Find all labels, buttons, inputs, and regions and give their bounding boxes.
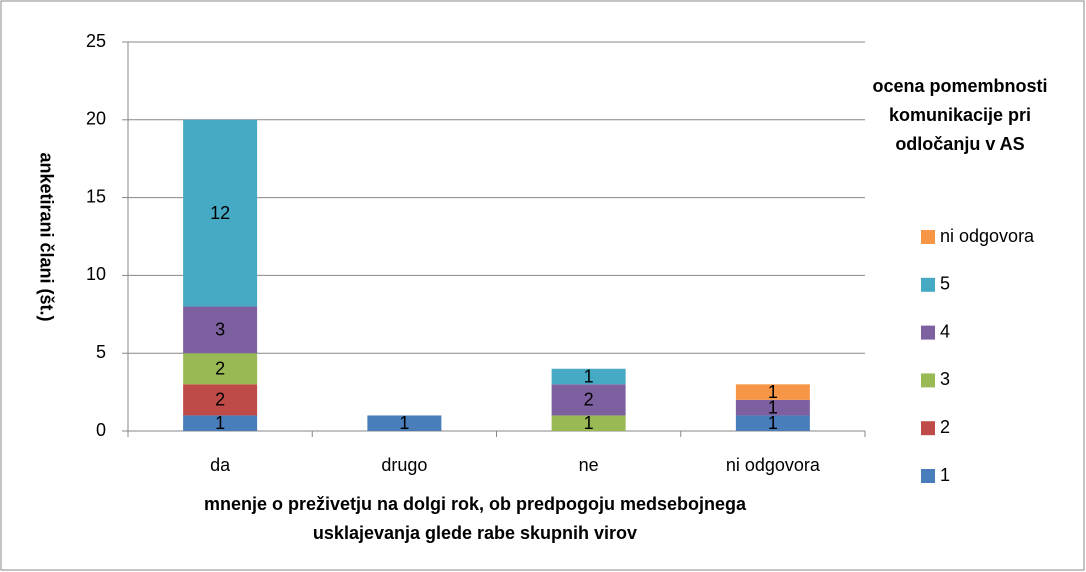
data-label: 3 — [215, 320, 225, 340]
legend-label: 3 — [940, 369, 950, 389]
legend-swatch — [921, 277, 935, 292]
y-tick-label: 25 — [86, 31, 106, 51]
x-tick-label: ne — [579, 455, 599, 475]
bar-segment — [551, 415, 626, 431]
legend-label: 5 — [940, 274, 950, 294]
data-label: 1 — [584, 366, 594, 386]
data-label: 1 — [584, 413, 594, 433]
bar-segment — [183, 119, 258, 307]
legend-swatch — [921, 421, 935, 436]
y-axis-title: anketirani člani (št.) — [36, 152, 56, 321]
data-label: 1 — [215, 413, 225, 433]
data-label: 1 — [399, 413, 409, 433]
legend-label: ni odgovora — [940, 226, 1035, 246]
bar-segment — [183, 306, 258, 354]
data-label: 1 — [768, 413, 778, 433]
bar-segment — [551, 368, 626, 385]
data-label: 12 — [210, 203, 230, 223]
bar-segment — [735, 415, 810, 431]
x-tick-label: ni odgovora — [726, 455, 821, 475]
bar-segment — [183, 353, 258, 385]
x-tick-label: drugo — [381, 455, 427, 475]
bar-segment — [183, 384, 258, 416]
legend-title: ocena pomembnosti komunikacije pri odloč… — [872, 76, 1048, 154]
legend-label: 1 — [940, 465, 950, 485]
y-tick-label: 0 — [96, 420, 106, 440]
x-tick-label: da — [210, 455, 231, 475]
y-tick-label: 20 — [86, 109, 106, 129]
bar-segment — [551, 384, 626, 416]
legend-label: 2 — [940, 417, 950, 437]
legend-swatch — [921, 325, 935, 340]
bar-segment — [367, 415, 442, 431]
x-axis-title: mnenje o preživetju na dolgi rok, ob pre… — [203, 494, 747, 543]
y-tick-label: 15 — [86, 186, 106, 206]
legend-swatch — [921, 373, 935, 388]
bar-segment — [183, 415, 258, 431]
legend-label: 4 — [940, 321, 950, 341]
data-label: 2 — [215, 390, 225, 410]
data-label: 2 — [215, 359, 225, 379]
legend-swatch — [921, 469, 935, 483]
bar-segment — [735, 399, 810, 416]
data-label: 1 — [768, 397, 778, 417]
data-label: 2 — [584, 390, 594, 410]
y-tick-label: 5 — [96, 342, 106, 362]
bar-segment — [735, 384, 810, 400]
legend-swatch — [921, 230, 935, 244]
data-label: 1 — [768, 382, 778, 402]
y-tick-label: 10 — [86, 264, 106, 284]
